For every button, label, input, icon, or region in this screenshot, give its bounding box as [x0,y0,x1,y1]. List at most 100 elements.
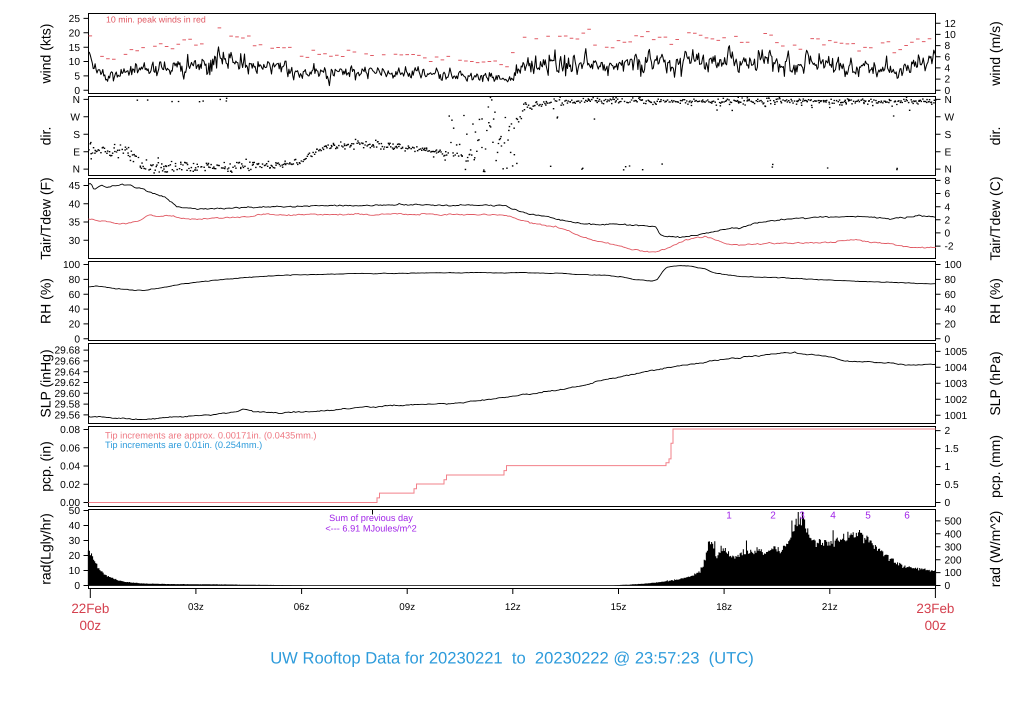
svg-text:40: 40 [69,305,81,316]
svg-text:10: 10 [69,57,81,68]
svg-text:50: 50 [69,506,81,517]
svg-text:Tip increments are 0.01in. (0.: Tip increments are 0.01in. (0.254mm.) [105,440,262,450]
svg-text:0: 0 [945,334,951,345]
svg-text:pcp. (in): pcp. (in) [38,441,54,492]
svg-text:0.02: 0.02 [60,480,80,491]
svg-text:4: 4 [945,202,951,213]
svg-text:1005: 1005 [945,347,968,358]
svg-text:4: 4 [830,511,836,522]
svg-text:W: W [945,112,955,123]
svg-text:0: 0 [74,581,80,592]
svg-text:60: 60 [69,290,81,301]
svg-text:8: 8 [945,176,951,187]
svg-text:1003: 1003 [945,379,968,390]
svg-text:40: 40 [69,521,81,532]
svg-text:6: 6 [904,511,910,522]
svg-text:200: 200 [945,555,962,566]
svg-text:29.58: 29.58 [55,400,81,411]
svg-text:22Feb: 22Feb [71,601,109,616]
svg-text:00z: 00z [80,618,102,633]
svg-text:35: 35 [69,218,81,229]
svg-text:80: 80 [945,275,957,286]
svg-text:1: 1 [945,462,951,473]
svg-text:N: N [945,165,952,176]
svg-text:5: 5 [865,511,871,522]
svg-text:29.62: 29.62 [55,378,81,389]
svg-text:0.06: 0.06 [60,443,80,454]
svg-text:SLP (inHg): SLP (inHg) [38,349,54,417]
svg-text:<--- 6.91 MJoules/m^2: <--- 6.91 MJoules/m^2 [325,524,416,534]
svg-text:45: 45 [69,181,81,192]
svg-text:300: 300 [945,542,962,553]
svg-text:20: 20 [69,320,81,331]
svg-text:0: 0 [74,334,80,345]
svg-text:pcp. (mm): pcp. (mm) [987,435,1003,498]
svg-text:wind (kts): wind (kts) [38,24,54,85]
svg-text:2: 2 [770,511,776,522]
svg-text:10 min. peak winds in red: 10 min. peak winds in red [106,15,206,25]
svg-text:23Feb: 23Feb [916,601,954,616]
svg-text:10: 10 [945,30,957,41]
svg-text:1001: 1001 [945,411,968,422]
svg-text:12z: 12z [505,602,521,613]
svg-text:N: N [73,95,80,106]
svg-text:1: 1 [726,511,732,522]
svg-text:20: 20 [69,28,81,39]
svg-text:09z: 09z [399,602,415,613]
svg-text:100: 100 [945,568,962,579]
svg-text:4: 4 [945,64,951,75]
svg-text:SLP (hPa): SLP (hPa) [987,351,1003,415]
svg-text:29.56: 29.56 [55,411,81,422]
svg-text:UW Rooftop Data for 20230221: UW Rooftop Data for 20230221 to 20230222… [270,649,754,668]
svg-text:40: 40 [69,199,81,210]
svg-text:21z: 21z [822,602,838,613]
svg-text:1004: 1004 [945,363,968,374]
svg-text:S: S [945,130,952,141]
svg-text:00z: 00z [925,618,947,633]
svg-text:30: 30 [69,536,81,547]
svg-text:2: 2 [945,215,951,226]
svg-text:6: 6 [945,189,951,200]
svg-text:06z: 06z [294,602,310,613]
svg-text:80: 80 [69,275,81,286]
svg-text:500: 500 [945,517,962,528]
svg-text:S: S [73,130,80,141]
svg-text:29.64: 29.64 [55,367,81,378]
svg-text:Tair/Tdew (F): Tair/Tdew (F) [38,177,54,259]
svg-text:20: 20 [945,320,957,331]
svg-text:8: 8 [945,41,951,52]
svg-text:60: 60 [945,290,957,301]
svg-text:3: 3 [799,511,805,522]
svg-text:2: 2 [945,426,951,437]
svg-text:6: 6 [945,52,951,63]
svg-text:N: N [945,95,952,106]
svg-text:E: E [73,147,80,158]
svg-text:0: 0 [945,229,951,240]
svg-text:400: 400 [945,529,962,540]
svg-text:0.04: 0.04 [60,462,80,473]
svg-text:03z: 03z [188,602,204,613]
svg-text:0.00: 0.00 [60,498,80,509]
svg-text:rad(Lgly/hr): rad(Lgly/hr) [38,513,54,585]
svg-text:E: E [945,147,952,158]
svg-text:0: 0 [74,86,80,97]
svg-text:-2: -2 [945,242,954,253]
svg-text:RH (%): RH (%) [38,278,54,324]
svg-text:0.5: 0.5 [945,480,959,491]
svg-text:30: 30 [69,236,81,247]
svg-text:1.5: 1.5 [945,444,959,455]
svg-text:rad (W/m^2): rad (W/m^2) [987,511,1003,588]
svg-text:100: 100 [63,260,80,271]
svg-text:18z: 18z [716,602,732,613]
svg-text:5: 5 [74,72,80,83]
svg-text:20: 20 [69,551,81,562]
svg-text:2: 2 [945,75,951,86]
svg-text:0.08: 0.08 [60,425,80,436]
svg-text:0: 0 [945,498,951,509]
svg-text:0: 0 [945,86,951,97]
svg-text:dir.: dir. [987,127,1003,146]
svg-text:100: 100 [945,260,962,271]
svg-text:Tip increments are approx. 0.0: Tip increments are approx. 0.00171in. (0… [105,431,317,441]
svg-text:10: 10 [69,566,81,577]
svg-text:wind (m/s): wind (m/s) [987,21,1003,87]
